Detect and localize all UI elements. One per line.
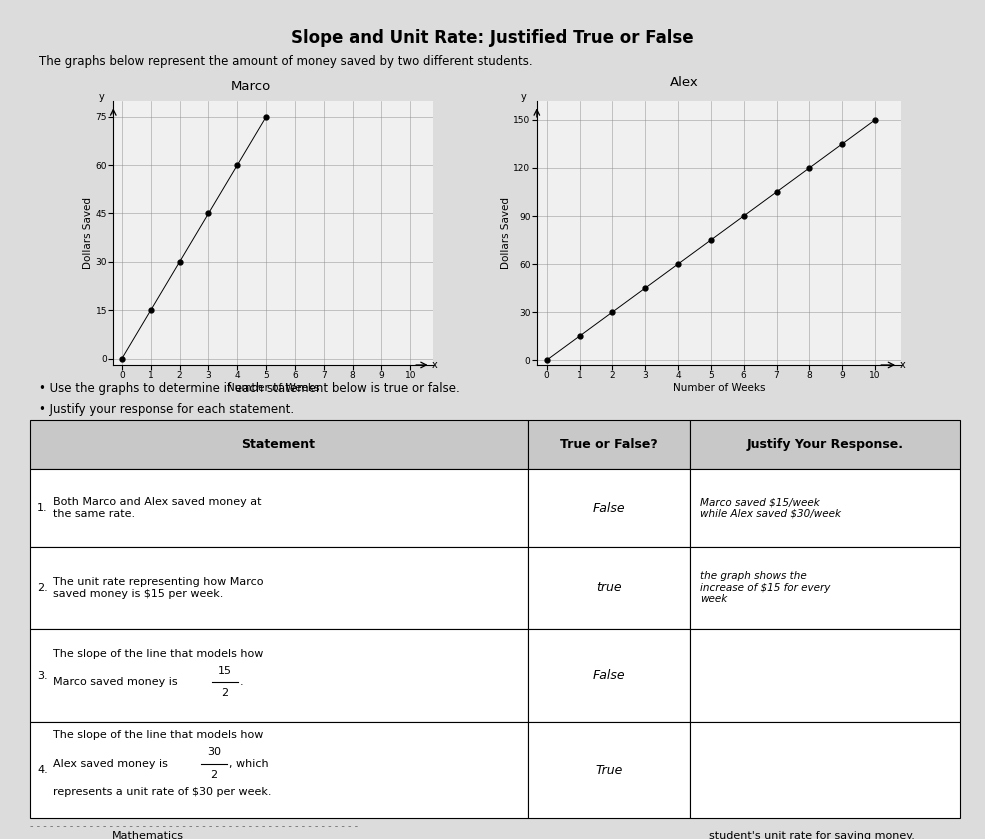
Text: y: y <box>98 92 104 102</box>
Y-axis label: Dollars Saved: Dollars Saved <box>83 197 93 268</box>
Text: Alex: Alex <box>670 76 699 88</box>
Bar <box>30 628 528 722</box>
Bar <box>690 469 960 547</box>
Bar <box>528 469 690 547</box>
Bar <box>528 547 690 628</box>
Bar <box>528 722 690 818</box>
Text: False: False <box>593 502 625 514</box>
Text: .: . <box>240 677 243 687</box>
Bar <box>690 722 960 818</box>
Text: - - - - - - - - - - - - - - - - - - - - - - - - - - - - - - - - - - - - - - - - : - - - - - - - - - - - - - - - - - - - - … <box>30 821 361 831</box>
Bar <box>528 420 690 469</box>
Bar <box>30 722 528 818</box>
Text: The graphs below represent the amount of money saved by two different students.: The graphs below represent the amount of… <box>39 55 533 67</box>
X-axis label: Number of Weeks: Number of Weeks <box>673 383 765 393</box>
Text: x: x <box>899 360 905 370</box>
Text: 4.: 4. <box>37 765 47 775</box>
Bar <box>30 469 528 547</box>
Bar <box>30 547 528 628</box>
Text: Marco: Marco <box>231 80 271 92</box>
Text: False: False <box>593 669 625 682</box>
Text: The slope of the line that models how: The slope of the line that models how <box>53 649 263 659</box>
Bar <box>690 628 960 722</box>
Text: Marco saved money is: Marco saved money is <box>53 677 177 687</box>
Text: Mathematics: Mathematics <box>111 831 184 839</box>
Text: 2: 2 <box>210 770 218 779</box>
X-axis label: Number of Weeks: Number of Weeks <box>228 383 319 393</box>
Bar <box>30 420 528 469</box>
Text: true: true <box>596 581 622 594</box>
Text: • Justify your response for each statement.: • Justify your response for each stateme… <box>39 403 295 415</box>
Text: 2: 2 <box>222 688 229 698</box>
Bar <box>528 628 690 722</box>
Text: 15: 15 <box>218 666 232 676</box>
Text: Justify Your Response.: Justify Your Response. <box>747 438 904 451</box>
Text: True or False?: True or False? <box>560 438 658 451</box>
Text: 3.: 3. <box>37 670 47 680</box>
Text: True: True <box>595 763 623 777</box>
Text: , which: , which <box>229 758 268 769</box>
Text: the graph shows the
increase of $15 for every
week: the graph shows the increase of $15 for … <box>699 571 830 604</box>
Text: Both Marco and Alex saved money at
the same rate.: Both Marco and Alex saved money at the s… <box>53 498 261 519</box>
Text: 30: 30 <box>207 748 221 758</box>
Y-axis label: Dollars Saved: Dollars Saved <box>500 197 510 268</box>
Text: Alex saved money is: Alex saved money is <box>53 758 167 769</box>
Text: x: x <box>432 360 437 370</box>
Text: y: y <box>521 92 527 102</box>
Text: The slope of the line that models how: The slope of the line that models how <box>53 730 263 740</box>
Bar <box>690 547 960 628</box>
Text: 1.: 1. <box>37 503 47 513</box>
Text: • Use the graphs to determine if each statement below is true or false.: • Use the graphs to determine if each st… <box>39 382 460 394</box>
Text: The unit rate representing how Marco
saved money is $15 per week.: The unit rate representing how Marco sav… <box>53 577 263 599</box>
Text: 2.: 2. <box>37 583 47 593</box>
Text: student's unit rate for saving money.: student's unit rate for saving money. <box>709 831 915 839</box>
Text: Slope and Unit Rate: Justified True or False: Slope and Unit Rate: Justified True or F… <box>292 29 693 47</box>
Text: Marco saved $15/week
while Alex saved $30/week: Marco saved $15/week while Alex saved $3… <box>699 498 841 519</box>
Text: represents a unit rate of $30 per week.: represents a unit rate of $30 per week. <box>53 787 271 797</box>
Bar <box>690 420 960 469</box>
Text: Statement: Statement <box>241 438 315 451</box>
